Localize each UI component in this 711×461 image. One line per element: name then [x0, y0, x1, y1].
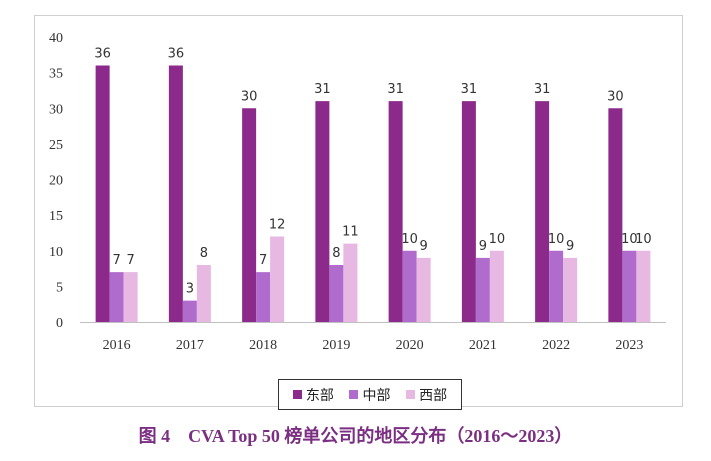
bar-2016-中部	[109, 272, 124, 322]
bar-2019-西部	[343, 243, 358, 322]
legend-label: 东部	[305, 387, 334, 404]
y-tick-label: 20	[49, 174, 63, 189]
y-tick-label: 30	[49, 102, 63, 117]
bars	[95, 65, 651, 322]
x-tick-label: 2023	[615, 338, 643, 353]
data-label: 30	[607, 89, 624, 104]
y-tick-label: 15	[49, 209, 63, 224]
x-tick-label: 2021	[469, 338, 497, 353]
bar-2021-中部	[475, 257, 490, 322]
legend-item: 西部	[406, 385, 447, 405]
data-label: 12	[269, 218, 286, 233]
bar-2019-东部	[315, 101, 330, 322]
bar-2018-西部	[270, 236, 285, 322]
data-label: 7	[112, 253, 120, 268]
data-label: 31	[314, 82, 331, 97]
y-tick-label: 25	[49, 138, 63, 153]
bar-2023-西部	[636, 250, 651, 322]
data-label: 31	[534, 82, 551, 97]
x-tick-label: 2017	[176, 338, 204, 353]
bar-2016-东部	[95, 65, 110, 322]
bar-2021-东部	[461, 101, 476, 322]
data-label: 9	[479, 239, 487, 254]
bar-2018-中部	[256, 272, 271, 322]
bar-2022-西部	[563, 257, 578, 322]
data-label: 11	[342, 225, 359, 240]
bar-2022-中部	[549, 250, 564, 322]
chart-frame: 0 5 10 15 20 25 30 35 40 36 7 7 36 3 8 30 7 12 31 8 11 31 10 9…	[34, 15, 683, 410]
y-tick-label: 5	[56, 280, 63, 295]
data-label: 10	[548, 232, 565, 247]
data-label: 10	[401, 232, 418, 247]
data-label: 8	[332, 246, 340, 261]
bar-2020-东部	[388, 101, 403, 322]
bar-2020-西部	[416, 257, 431, 322]
chart-caption: 图 4 CVA Top 50 榜单公司的地区分布（2016～2023）	[138, 426, 573, 446]
legend: 东部 中部 西部	[278, 379, 462, 410]
legend-swatch	[292, 390, 302, 399]
legend-item: 东部	[292, 385, 334, 405]
x-tick-label: 2022	[542, 338, 570, 353]
legend-swatch	[406, 390, 416, 399]
bar-2023-中部	[622, 250, 637, 322]
bar-2023-东部	[608, 108, 623, 322]
data-label: 30	[241, 89, 258, 104]
y-tick-label: 35	[49, 67, 63, 82]
data-label: 9	[419, 239, 427, 254]
x-tick-label: 2020	[396, 338, 424, 353]
y-tick-label: 40	[49, 31, 63, 46]
bar-2018-东部	[242, 108, 257, 322]
y-axis-ticks: 0 5 10 15 20 25 30 35 40	[49, 31, 63, 331]
legend-swatch	[349, 390, 359, 399]
x-tick-label: 2019	[322, 338, 350, 353]
data-label: 9	[566, 239, 574, 254]
bar-2017-东部	[168, 65, 183, 322]
data-label: 7	[259, 253, 267, 268]
data-label: 3	[186, 282, 194, 297]
bar-2020-中部	[402, 250, 417, 322]
data-label: 10	[635, 232, 652, 247]
data-label: 10	[621, 232, 638, 247]
data-label: 36	[94, 47, 111, 62]
bar-2019-中部	[329, 265, 344, 322]
x-tick-label: 2016	[103, 338, 131, 353]
bar-2022-东部	[535, 101, 550, 322]
bar-2017-西部	[196, 265, 211, 322]
data-label: 36	[168, 47, 185, 62]
data-label: 8	[200, 246, 208, 261]
data-label: 10	[489, 232, 506, 247]
legend-label: 中部	[362, 387, 391, 404]
legend-label: 西部	[419, 387, 448, 404]
x-axis-ticks: 2016 2017 2018 2019 2020 2021 2022 2023	[103, 338, 644, 353]
y-tick-label: 0	[56, 316, 63, 331]
data-label: 31	[387, 82, 404, 97]
y-tick-label: 10	[49, 245, 63, 260]
data-label: 31	[461, 82, 478, 97]
x-tick-label: 2018	[249, 338, 277, 353]
legend-item: 中部	[349, 385, 390, 405]
bar-2016-西部	[123, 272, 138, 322]
data-label: 7	[126, 253, 134, 268]
bar-2017-中部	[182, 300, 197, 322]
bar-2021-西部	[489, 250, 504, 322]
